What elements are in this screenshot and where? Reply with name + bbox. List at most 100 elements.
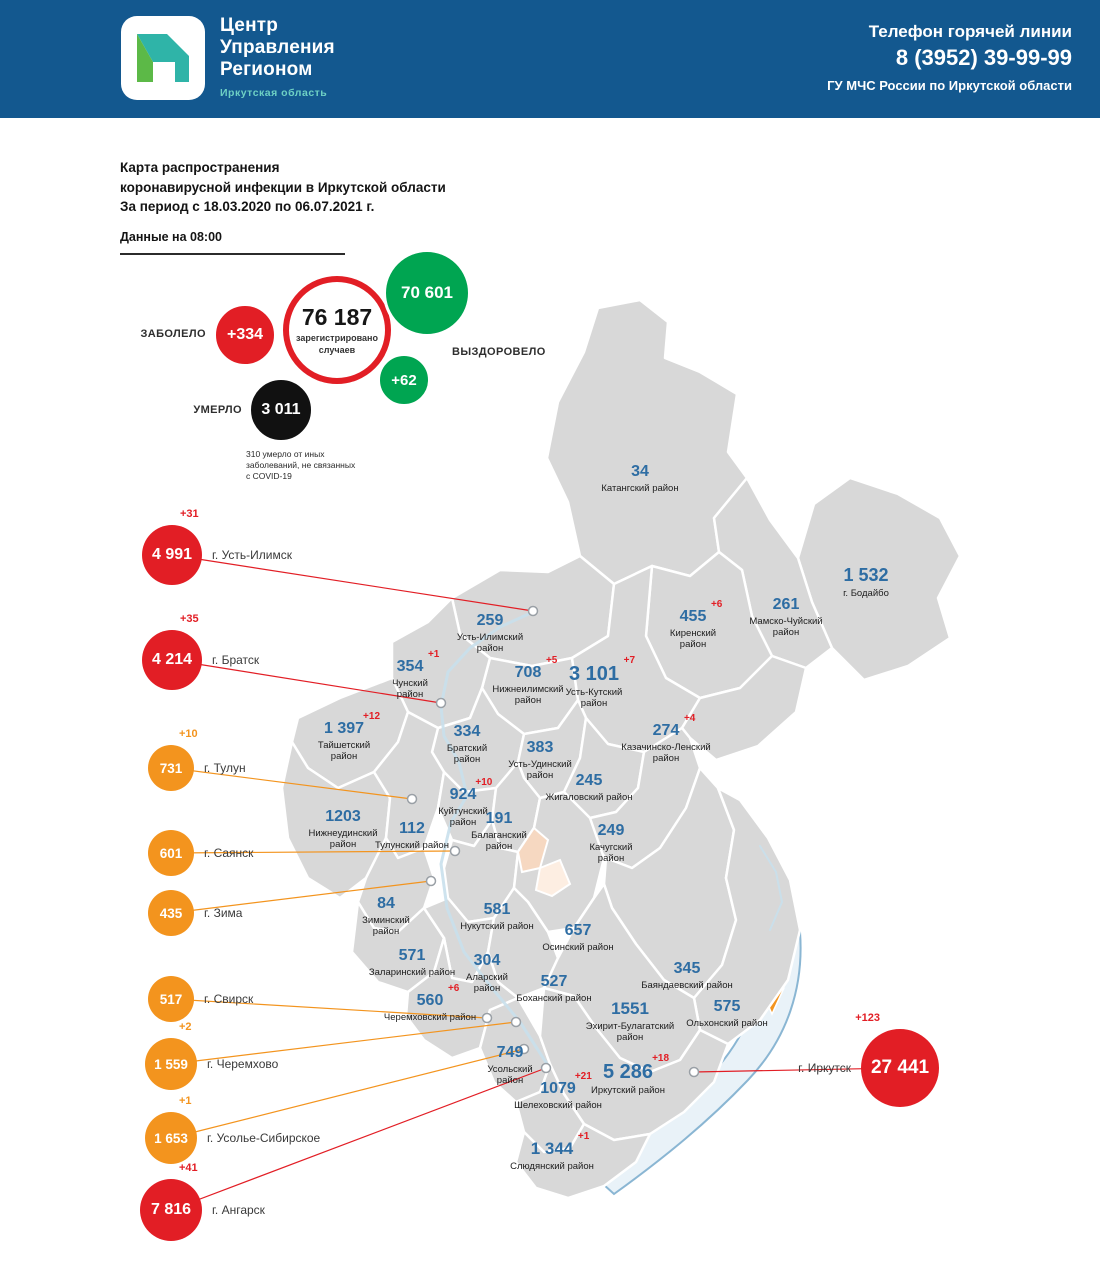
district-name-chunsky: Чунский район [392, 678, 428, 701]
district-name-katangsky: Катангский район [601, 483, 679, 494]
district-value-zhigalovsky: 245 [575, 772, 603, 789]
city-marker-dot-irkutsk [688, 1066, 700, 1078]
city-circle-irkutsk: 27 441 [861, 1029, 939, 1107]
hotline-phone: 8 (3952) 39-99-99 [895, 45, 1072, 70]
sick-delta-circle: +334 [213, 303, 277, 367]
district-name-balagansky: Балаганский район [471, 830, 527, 853]
district-valwrap-balagansky: 191 [486, 810, 513, 828]
title-line-2: коронавирусной инфекции в Иркутской обла… [120, 179, 446, 195]
city-delta-cheremkhovo: +2 [179, 1021, 192, 1033]
city-marker-dot-tulun [406, 793, 418, 805]
district-label-irkutsky: +18 5 286 Иркутский район [589, 1053, 669, 1096]
district-valwrap-osinsky: 657 [565, 922, 592, 940]
logo: Центр Управления Регионом Иркутская обла… [120, 15, 335, 101]
district-delta-nizhneilimsky: +5 [545, 655, 558, 666]
hotline-organization: ГУ МЧС России по Иркутской области [827, 78, 1072, 93]
city-circle-zima: 435 [148, 890, 194, 936]
district-name-zalarinsky: Заларинский район [368, 967, 456, 978]
callout-line-svirsk [170, 998, 488, 1019]
district-value-kazachinsko_lensky: 274 [652, 722, 680, 739]
district-label-nukutsky: 581 Нукутский район [460, 901, 534, 932]
district-name-kirensky: Киренский район [669, 628, 717, 651]
logo-title-line-3: Регионом [220, 58, 313, 80]
district-delta-cheremkhovsky: +6 [447, 983, 460, 994]
district-valwrap-alarsky: 304 [474, 952, 501, 970]
district-name-kazachinsko_lensky: Казачинско-Ленский район [621, 742, 711, 765]
district-valwrap-katangsky: 34 [631, 463, 649, 481]
district-valwrap-kirensky: +6 455 [680, 599, 723, 626]
district-value-ust_ilimsky: 259 [476, 612, 504, 629]
district-valwrap-mamsko_chuysky: 261 [773, 596, 800, 614]
district-valwrap-zhigalovsky: 245 [576, 772, 603, 790]
district-value-bayandaevsky: 345 [673, 960, 701, 977]
city-marker-dot-cheremkhovo [510, 1016, 522, 1028]
hotline-block: Телефон горячей линии 8 (3952) 39-99-99 … [827, 22, 1072, 93]
district-label-zalarinsky: 571 Заларинский район [368, 947, 456, 978]
city-circle-angarsk: 7 816 [140, 1179, 202, 1241]
district-valwrap-slyudyansky: +1 1 344 [531, 1131, 590, 1159]
district-name-ziminsky: Зиминский район [362, 915, 410, 938]
district-label-taishetsky: +12 1 397 Тайшетский район [305, 711, 383, 762]
district-valwrap-cheremkhovsky: +6 560 [416, 983, 460, 1010]
city-label-angarsk: г. Ангарск [212, 1203, 265, 1217]
district-delta-irkutsky: +18 [652, 1053, 670, 1064]
district-valwrap-irkutsky: +18 5 286 [603, 1053, 669, 1083]
city-label-svirsk: г. Свирск [204, 992, 254, 1006]
district-label-chunsky: +1 354 Чунский район [378, 649, 442, 701]
city-marker-dot-bratsk [435, 697, 447, 709]
district-valwrap-bratsky: 334 [454, 723, 481, 741]
district-label-ust_ilimsky: 259 Усть-Илимский район [452, 612, 528, 654]
district-label-bratsky: 334 Братский район [434, 723, 500, 765]
district-name-bokhansky: Боханский район [516, 993, 592, 1004]
district-delta-taishetsky: +12 [363, 711, 381, 722]
city-delta-irkutsk: +123 [855, 1012, 880, 1024]
city-label-usolye: г. Усолье-Сибирское [207, 1131, 321, 1145]
total-cases-value: 76 187 [301, 304, 373, 331]
recovered-value: 70 601 [401, 283, 453, 302]
district-name-olkhonsky: Ольхонский район [686, 1018, 768, 1029]
district-valwrap-nizhneilimsky: +5 708 [515, 655, 558, 682]
city-circle-bratsk: 4 214 [142, 630, 202, 690]
district-label-mamsko_chuysky: 261 Мамско-Чуйский район [737, 596, 835, 638]
district-valwrap-taishetsky: +12 1 397 [324, 711, 380, 738]
logo-subtitle: Иркутская область [220, 86, 328, 99]
district-valwrap-kazachinsko_lensky: +4 274 [652, 713, 696, 740]
title-line-1: Карта распространения [120, 160, 280, 175]
callout-line-sayansk [170, 850, 456, 854]
district-value-tulunsky: 112 [399, 820, 425, 837]
callout-line-bratsk [171, 659, 442, 704]
district-value-kachugsky: 249 [597, 822, 625, 839]
district-value-nizhneudinsky: 1203 [325, 808, 361, 825]
district-name-kuytunsky: Куйтунский район [438, 806, 488, 829]
city-marker-dot-angarsk [540, 1062, 552, 1074]
district-value-cheremkhovsky: 560 [416, 992, 444, 1009]
district-valwrap-bodaibo: 1 532 [843, 566, 888, 586]
district-name-mamsko_chuysky: Мамско-Чуйский район [749, 616, 823, 639]
district-label-ust_kutsky: +7 3 101 Усть-Кутский район [554, 655, 635, 709]
city-circle-sayansk: 601 [148, 830, 194, 876]
district-value-bodaibo: 1 532 [843, 565, 889, 585]
district-name-bodaibo: г. Бодайбо [843, 588, 889, 599]
district-valwrap-kuytunsky: +10 924 [450, 777, 493, 804]
district-valwrap-ust_udinsky: 383 [527, 739, 554, 757]
district-value-ekhirit: 1551 [611, 999, 649, 1018]
district-value-osinsky: 657 [564, 922, 592, 939]
city-delta-angarsk: +41 [179, 1162, 198, 1174]
district-name-bratsky: Братский район [446, 743, 488, 766]
district-value-bratsky: 334 [453, 723, 481, 740]
district-name-alarsky: Аларский район [466, 972, 508, 995]
city-label-bratsk: г. Братск [212, 653, 260, 667]
died-footnote: 310 умерло от иных заболеваний, не связа… [246, 449, 356, 482]
district-valwrap-nizhneudinsky: 1203 [325, 808, 361, 826]
district-name-ust_udinsky: Усть-Удинский район [508, 759, 572, 782]
city-delta-usolye: +1 [179, 1095, 192, 1107]
district-valwrap-tulunsky: 112 [399, 820, 425, 838]
district-valwrap-bayandaevsky: 345 [674, 960, 701, 978]
district-label-cheremkhovsky: +6 560 Черемховский район [382, 983, 478, 1023]
title-block: Карта распространения коронавирусной инф… [120, 158, 446, 255]
district-name-shelekhovsky: Шелеховский район [514, 1100, 602, 1111]
district-delta-kazachinsko_lensky: +4 [683, 713, 696, 724]
callout-line-tulun [170, 767, 413, 800]
